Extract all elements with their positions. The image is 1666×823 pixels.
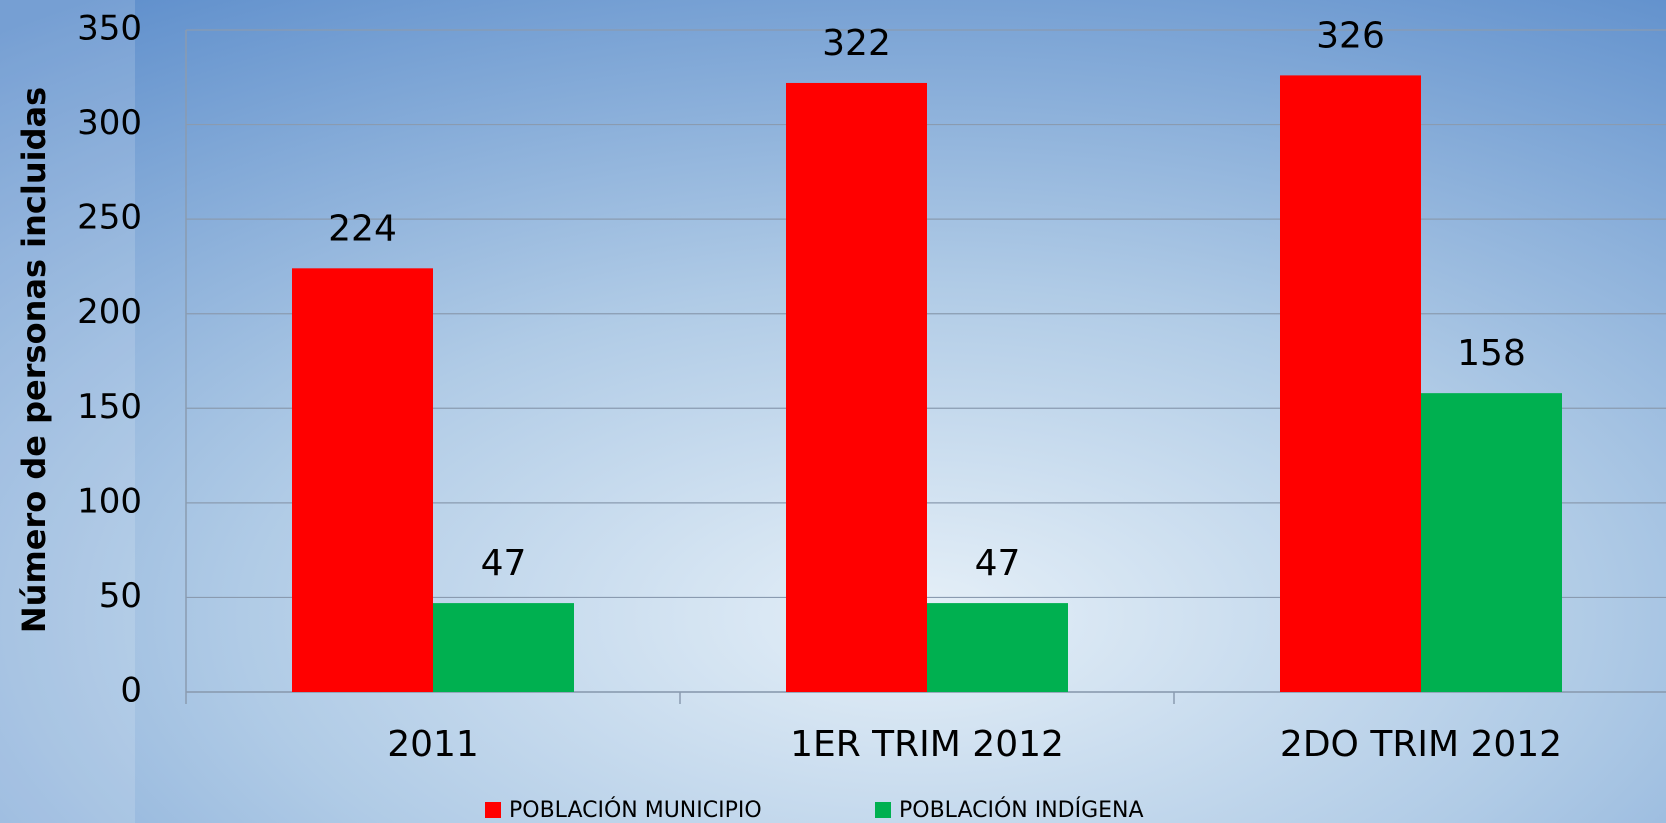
side-band bbox=[0, 0, 135, 823]
data-label: 47 bbox=[481, 543, 527, 584]
legend-label: POBLACIÓN INDÍGENA bbox=[899, 797, 1144, 823]
y-tick-label: 250 bbox=[77, 198, 142, 238]
y-tick-label: 300 bbox=[77, 103, 142, 143]
y-tick-label: 200 bbox=[77, 292, 142, 332]
x-tick-label: 2DO TRIM 2012 bbox=[1280, 724, 1562, 765]
y-tick-label: 50 bbox=[99, 576, 142, 616]
bar bbox=[292, 268, 433, 692]
data-label: 158 bbox=[1457, 333, 1526, 374]
x-tick-label: 1ER TRIM 2012 bbox=[790, 724, 1064, 765]
data-label: 47 bbox=[975, 543, 1021, 584]
legend-swatch bbox=[875, 802, 891, 818]
y-tick-label: 0 bbox=[120, 671, 142, 711]
data-label: 326 bbox=[1316, 15, 1385, 56]
bar bbox=[433, 603, 574, 692]
data-label: 224 bbox=[328, 208, 397, 249]
y-tick-label: 150 bbox=[77, 387, 142, 427]
y-tick-label: 350 bbox=[77, 9, 142, 49]
bar bbox=[1280, 75, 1421, 692]
data-label: 322 bbox=[822, 23, 891, 64]
legend-swatch bbox=[485, 802, 501, 818]
bar bbox=[1421, 393, 1562, 692]
bar bbox=[786, 82, 927, 692]
legend-label: POBLACIÓN MUNICIPIO bbox=[509, 797, 762, 823]
bar bbox=[927, 603, 1068, 692]
y-axis-label: Número de personas incluidas bbox=[15, 87, 53, 633]
y-tick-label: 100 bbox=[77, 481, 142, 521]
x-tick-label: 2011 bbox=[387, 724, 479, 765]
